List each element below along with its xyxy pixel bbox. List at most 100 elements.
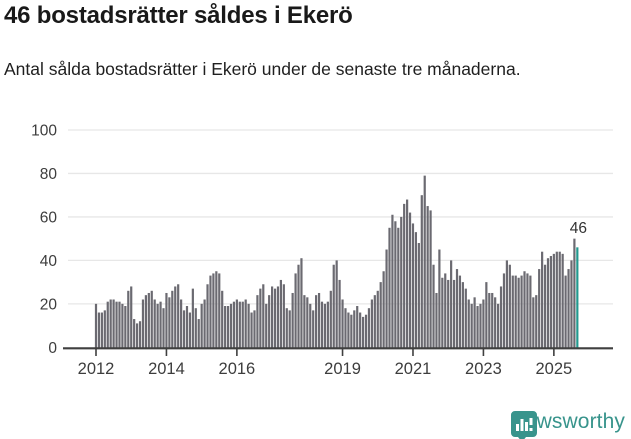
bar (438, 249, 441, 348)
bar (288, 310, 291, 348)
bar (259, 288, 262, 348)
bar (414, 232, 418, 348)
bar (476, 306, 479, 348)
bar (279, 279, 282, 348)
bar (385, 249, 388, 348)
bar (370, 299, 373, 348)
bar (467, 299, 470, 348)
bar (388, 227, 391, 348)
bar (567, 269, 570, 348)
bar (171, 290, 174, 348)
bar (473, 297, 476, 348)
bar (100, 312, 103, 348)
bar (177, 284, 180, 348)
bar (520, 275, 523, 348)
highlight-bar (576, 247, 579, 348)
bar (406, 199, 409, 348)
bar (303, 295, 306, 348)
bar (265, 303, 268, 348)
bar (541, 251, 544, 348)
bar (382, 271, 385, 348)
bar (546, 258, 550, 348)
bar (212, 273, 215, 348)
bar (135, 323, 139, 348)
bar (529, 275, 532, 348)
bar (218, 273, 221, 348)
bar (294, 273, 297, 348)
bar (130, 286, 133, 348)
bar (221, 290, 224, 348)
bar (180, 299, 183, 348)
bar (373, 295, 376, 348)
bar (359, 312, 362, 348)
bar (203, 299, 206, 348)
bar (441, 277, 444, 348)
bar (297, 264, 300, 348)
bar (115, 301, 118, 348)
bar (426, 206, 429, 348)
bar (141, 299, 145, 348)
bar (514, 275, 517, 348)
bar (127, 290, 130, 348)
bar (526, 273, 529, 348)
bar (106, 301, 109, 348)
bar (247, 303, 250, 348)
bar (138, 321, 142, 348)
bar (206, 284, 209, 348)
bar (423, 175, 426, 348)
bar (361, 316, 365, 348)
bar (432, 264, 435, 348)
x-tick-label: 2014 (148, 360, 185, 378)
bar (109, 299, 112, 348)
bar (379, 282, 382, 348)
bar (200, 303, 203, 348)
y-axis-label: 0 (48, 340, 57, 357)
bar (452, 279, 456, 348)
y-axis-label: 60 (40, 209, 58, 226)
bar (338, 279, 341, 348)
bar (174, 286, 177, 348)
bar (450, 260, 453, 348)
bar (552, 253, 555, 348)
bar (329, 290, 332, 348)
bar (482, 299, 485, 348)
newsworthy-logo[interactable]: Newsworthy (510, 410, 625, 439)
bar (168, 297, 171, 348)
bar (488, 292, 491, 348)
x-tick-label: 2012 (78, 360, 115, 378)
bar (262, 284, 265, 348)
bar (561, 253, 564, 348)
y-axis-label: 20 (40, 296, 58, 313)
bar (394, 221, 397, 348)
bar (538, 269, 541, 348)
bar (133, 319, 136, 348)
bar (182, 310, 186, 348)
bar (408, 212, 412, 348)
x-tick-label: 2019 (324, 360, 361, 378)
bar (191, 288, 194, 348)
x-tick-label: 2021 (395, 360, 432, 378)
bar (344, 308, 347, 348)
bar (470, 303, 473, 348)
bar (235, 299, 238, 348)
bar (508, 264, 511, 348)
bar (320, 301, 324, 348)
bar (391, 214, 394, 348)
bar (271, 286, 274, 348)
bar (118, 301, 121, 348)
bar (165, 292, 168, 348)
bar (573, 238, 576, 348)
bar (103, 310, 106, 348)
bar (238, 301, 241, 348)
bar (312, 310, 315, 348)
bar (291, 292, 294, 348)
bar (491, 292, 494, 348)
bar (317, 292, 321, 348)
bar (229, 303, 233, 348)
bar (224, 306, 227, 348)
bar (461, 282, 464, 348)
last-value-label: 46 (570, 220, 587, 237)
bar (444, 273, 447, 348)
bar (282, 284, 285, 348)
bar (209, 275, 212, 348)
